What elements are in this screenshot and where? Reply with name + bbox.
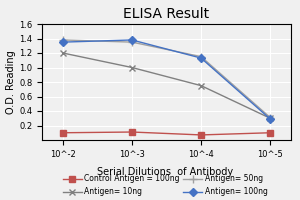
Control Antigen = 100ng	[61, 132, 64, 134]
Line: Antigen= 50ng: Antigen= 50ng	[58, 36, 274, 122]
Line: Antigen= 100ng: Antigen= 100ng	[60, 37, 273, 122]
Antigen= 50ng	[199, 55, 203, 58]
Text: Serial Dilutions  of Antibody: Serial Dilutions of Antibody	[97, 167, 233, 177]
Antigen= 10ng	[130, 66, 134, 69]
Control Antigen = 100ng	[130, 131, 134, 133]
Antigen= 10ng	[268, 117, 272, 119]
Y-axis label: O.D. Reading: O.D. Reading	[6, 50, 16, 114]
Antigen= 50ng	[268, 116, 272, 119]
Legend: Control Antigen = 100ng, Antigen= 10ng, Antigen= 50ng, Antigen= 100ng: Control Antigen = 100ng, Antigen= 10ng, …	[62, 174, 268, 196]
Control Antigen = 100ng	[268, 132, 272, 134]
Antigen= 100ng	[268, 118, 272, 120]
Antigen= 50ng	[61, 39, 64, 41]
Antigen= 50ng	[130, 41, 134, 43]
Antigen= 10ng	[199, 84, 203, 87]
Antigen= 100ng	[61, 41, 64, 43]
Line: Antigen= 10ng: Antigen= 10ng	[59, 50, 274, 122]
Antigen= 10ng	[61, 52, 64, 54]
Antigen= 100ng	[199, 57, 203, 59]
Control Antigen = 100ng	[199, 134, 203, 136]
Title: ELISA Result: ELISA Result	[123, 7, 210, 21]
Antigen= 100ng	[130, 39, 134, 41]
Line: Control Antigen = 100ng: Control Antigen = 100ng	[60, 129, 273, 138]
